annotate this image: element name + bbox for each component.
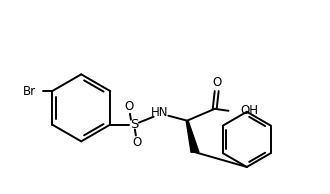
Text: O: O (132, 136, 142, 149)
Text: HN: HN (151, 106, 168, 119)
Text: S: S (130, 118, 138, 131)
Text: O: O (212, 76, 221, 89)
Text: Br: Br (23, 85, 36, 98)
Polygon shape (186, 121, 199, 152)
Text: O: O (124, 100, 134, 113)
Text: OH: OH (240, 104, 258, 117)
